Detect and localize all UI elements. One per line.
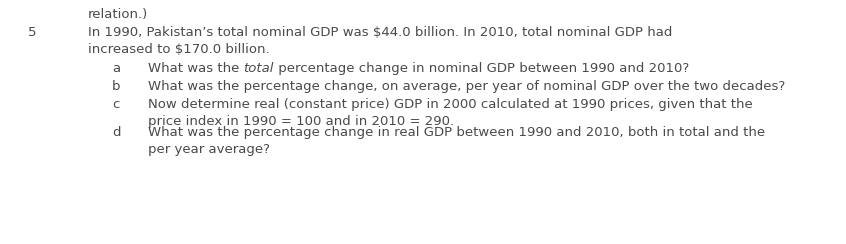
Text: What was the percentage change, on average, per year of nominal GDP over the two: What was the percentage change, on avera… [148, 80, 785, 93]
Text: What was the: What was the [148, 62, 244, 75]
Text: percentage change in nominal GDP between 1990 and 2010?: percentage change in nominal GDP between… [274, 62, 689, 75]
Text: b: b [112, 80, 120, 93]
Text: increased to $170.0 billion.: increased to $170.0 billion. [88, 43, 270, 56]
Text: What was the percentage change in real GDP between 1990 and 2010, both in total : What was the percentage change in real G… [148, 126, 765, 139]
Text: total: total [244, 62, 274, 75]
Text: In 1990, Pakistan’s total nominal GDP was $44.0 billion. In 2010, total nominal : In 1990, Pakistan’s total nominal GDP wa… [88, 26, 673, 39]
Text: relation.): relation.) [88, 8, 148, 21]
Text: price index in 1990 = 100 and in 2010 = 290.: price index in 1990 = 100 and in 2010 = … [148, 115, 454, 128]
Text: per year average?: per year average? [148, 143, 270, 156]
Text: c: c [112, 98, 119, 111]
Text: 5: 5 [28, 26, 36, 39]
Text: a: a [112, 62, 120, 75]
Text: d: d [112, 126, 120, 139]
Text: Now determine real (constant price) GDP in 2000 calculated at 1990 prices, given: Now determine real (constant price) GDP … [148, 98, 753, 111]
